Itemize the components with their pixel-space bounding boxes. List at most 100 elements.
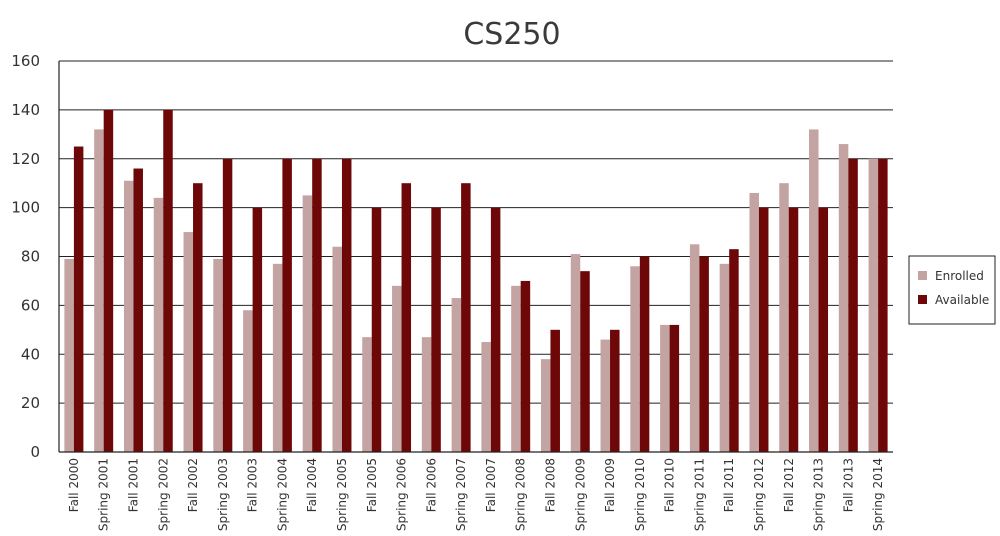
bar-available [371, 207, 382, 452]
bar-available [133, 168, 143, 452]
bar-enrolled [183, 232, 194, 452]
bar-available [729, 249, 739, 452]
bar-enrolled [868, 158, 879, 452]
bar-enrolled [511, 285, 521, 452]
bar-enrolled [451, 298, 462, 452]
x-tick-label: Spring 2005 [335, 458, 349, 531]
bar-enrolled [570, 254, 581, 452]
y-tick-label: 120 [11, 150, 40, 168]
x-tick-label: Fall 2008 [543, 458, 557, 512]
bar-enrolled [749, 192, 759, 452]
bar-available [490, 207, 501, 452]
x-tick-label: Fall 2009 [603, 458, 617, 512]
x-tick-label: Spring 2012 [752, 458, 766, 531]
x-tick-label: Fall 2006 [424, 458, 438, 512]
x-tick-label: Spring 2006 [395, 458, 409, 531]
bar-enrolled [213, 258, 223, 452]
x-tick-label: Fall 2004 [305, 458, 319, 512]
bar-enrolled [302, 195, 313, 452]
x-tick-label: Spring 2004 [275, 458, 289, 531]
bar-enrolled [660, 324, 670, 452]
x-tick-label: Spring 2010 [633, 458, 647, 531]
bar-enrolled [362, 337, 372, 452]
bar-available [401, 183, 412, 452]
bar-enrolled [332, 246, 342, 452]
bar-available [848, 158, 858, 452]
x-tick-label: Spring 2003 [216, 458, 230, 531]
bar-enrolled [481, 342, 491, 452]
bar-enrolled [272, 263, 283, 452]
bar-enrolled [64, 258, 74, 452]
y-tick-label: 20 [21, 394, 40, 412]
bar-available [282, 158, 292, 452]
x-tick-label: Spring 2013 [812, 458, 826, 531]
x-tick-label: Spring 2009 [573, 458, 587, 531]
bar-enrolled [421, 337, 432, 452]
y-tick-label: 0 [30, 443, 40, 461]
bar-available [758, 207, 769, 452]
legend-label-available: Available [935, 293, 989, 307]
axis-lines [58, 61, 893, 453]
bar-enrolled [392, 285, 402, 452]
bar-available [669, 324, 680, 452]
x-tick-label: Fall 2000 [67, 458, 81, 512]
bar-enrolled [94, 129, 104, 453]
bar-enrolled [809, 129, 819, 453]
x-tick-label: Fall 2011 [722, 458, 736, 512]
bar-enrolled [600, 339, 611, 452]
x-tick-label: Spring 2007 [454, 458, 468, 531]
legend-swatch-enrolled [918, 271, 927, 280]
x-tick-label: Fall 2012 [782, 458, 796, 512]
bar-enrolled [630, 266, 640, 452]
bar-available [73, 146, 84, 452]
legend-box [908, 255, 996, 325]
x-tick-label: Spring 2014 [871, 458, 885, 531]
bar-enrolled [540, 359, 551, 452]
bar-enrolled [153, 197, 164, 452]
bar-available [639, 256, 650, 452]
bar-enrolled [243, 310, 253, 452]
bar-available [610, 329, 620, 452]
bar-enrolled [719, 263, 730, 452]
bar-available [818, 207, 829, 452]
bar-available [699, 256, 709, 452]
y-tick-label: 60 [21, 296, 40, 314]
bar-available [788, 207, 799, 452]
bar-available [580, 271, 590, 452]
bar-enrolled [838, 144, 849, 452]
bar-available [163, 109, 173, 452]
legend: Enrolled Available [908, 255, 996, 325]
bar-available [193, 183, 203, 452]
bar-available [103, 109, 114, 452]
y-axis: 0 20 40 60 80 100 120 140 160 [11, 52, 40, 461]
bar-enrolled [123, 180, 134, 452]
bar-available [341, 158, 352, 452]
bar-available [252, 207, 263, 452]
bar-available [312, 158, 322, 452]
bar-available [222, 158, 233, 452]
x-tick-label: Fall 2001 [126, 458, 140, 512]
y-tick-label: 40 [21, 345, 40, 363]
x-tick-label: Fall 2013 [841, 458, 855, 512]
x-tick-label: Fall 2003 [246, 458, 260, 512]
y-tick-label: 80 [21, 248, 40, 266]
x-tick-label: Fall 2005 [365, 458, 379, 512]
y-tick-label: 160 [11, 52, 40, 70]
x-tick-label: Fall 2007 [484, 458, 498, 512]
bar-available [520, 280, 531, 452]
x-tick-label: Fall 2010 [663, 458, 677, 512]
x-axis: Fall 2000 Spring 2001 Fall 2001 Spring 2002… [67, 458, 885, 531]
x-tick-label: Spring 2008 [514, 458, 528, 531]
legend-swatch-available [918, 295, 927, 304]
bars [64, 109, 888, 453]
y-tick-label: 100 [11, 199, 40, 217]
x-tick-label: Spring 2002 [156, 458, 170, 531]
chart-title: CS250 [463, 17, 560, 52]
legend-label-enrolled: Enrolled [935, 269, 984, 283]
bar-available [461, 183, 471, 452]
bar-enrolled [779, 183, 789, 452]
x-tick-label: Spring 2001 [97, 458, 111, 531]
bar-available [550, 329, 560, 452]
bar-available [878, 158, 888, 452]
